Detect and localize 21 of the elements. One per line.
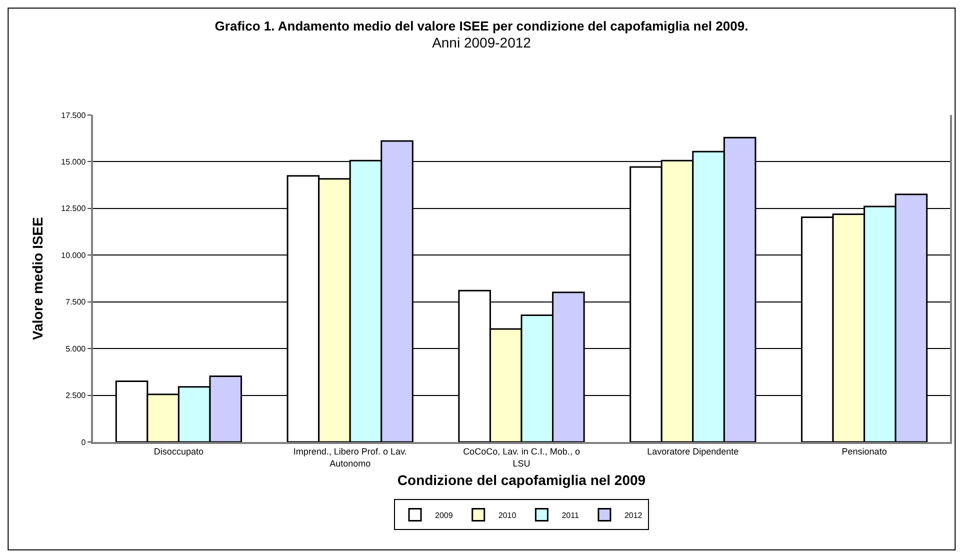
y-tick-label: 0 (81, 438, 86, 447)
chart-title: Grafico 1. Andamento medio del valore ISEE per condizione del capofamiglia nel 2009. (214, 18, 748, 34)
legend-label: 2010 (498, 510, 517, 520)
x-tick-label: Imprend., Libero Prof. o Lav. Autonomo (293, 446, 407, 468)
y-tick-label: 17.500 (61, 110, 86, 120)
legend-label: 2009 (435, 510, 454, 520)
x-axis-title: Condizione del capofamiglia nel 2009 (397, 472, 646, 488)
y-tick-label: 5.000 (66, 344, 86, 354)
legend-label: 2011 (562, 510, 580, 520)
x-tick-label: Disoccupato (154, 446, 204, 457)
y-tick-label: 10.000 (61, 250, 86, 260)
x-tick-label: Lavoratore Dipendente (647, 446, 739, 457)
legend-label: 2012 (624, 510, 643, 520)
y-tick-label: 15.000 (61, 158, 86, 167)
y-axis-title: Valore medio ISEE (29, 217, 46, 340)
y-tick-label: 7.500 (66, 298, 86, 307)
y-tick-label: 12.500 (61, 204, 86, 214)
y-tick-label: 2.500 (66, 391, 86, 400)
x-tick-label: CoCoCo, Lav. in C.I., Mob., o LSU (463, 446, 580, 468)
x-tick-label: Pensionato (842, 446, 887, 457)
chart-subtitle: Anni 2009-2012 (432, 34, 532, 51)
